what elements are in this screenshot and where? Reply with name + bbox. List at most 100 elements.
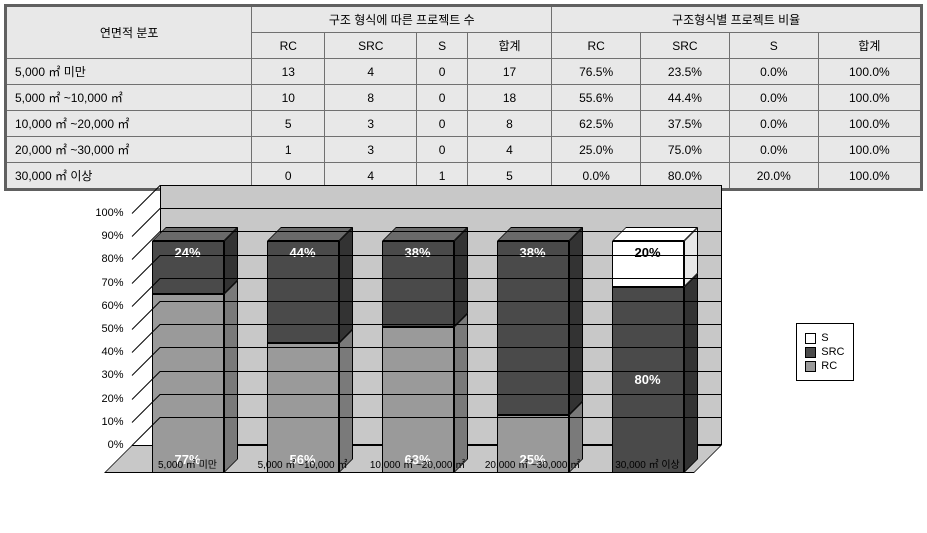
sub-header: SRC bbox=[325, 33, 417, 59]
table-cell: 20,000 ㎡ ~30,000 ㎡ bbox=[6, 137, 252, 163]
sub-header: RC bbox=[252, 33, 325, 59]
legend-item: SRC bbox=[805, 346, 844, 358]
y-axis-label: 80% bbox=[84, 253, 124, 265]
table-cell: 62.5% bbox=[552, 111, 641, 137]
table-row: 20,000 ㎡ ~30,000 ㎡130425.0%75.0%0.0%100.… bbox=[6, 137, 922, 163]
gridline bbox=[160, 255, 722, 256]
table-cell: 8 bbox=[467, 111, 551, 137]
bar-segment: 63% bbox=[382, 327, 454, 473]
table-row: 5,000 ㎡ ~10,000 ㎡10801855.6%44.4%0.0%100… bbox=[6, 85, 922, 111]
legend-swatch bbox=[805, 361, 816, 372]
table-cell: 100.0% bbox=[818, 111, 921, 137]
bar-value-label: 24% bbox=[152, 245, 224, 260]
table-cell: 17 bbox=[467, 59, 551, 85]
table-cell: 100.0% bbox=[818, 137, 921, 163]
table-cell: 0.0% bbox=[729, 137, 818, 163]
table-cell: 23.5% bbox=[641, 59, 730, 85]
header-ratio: 구조형식별 프로젝트 비율 bbox=[552, 6, 922, 33]
bar-segment: 24% bbox=[152, 241, 224, 294]
gridline bbox=[160, 347, 722, 348]
table-cell: 75.0% bbox=[641, 137, 730, 163]
table-cell: 4 bbox=[325, 59, 417, 85]
bar-segment: 80% bbox=[612, 287, 684, 473]
gridline bbox=[160, 394, 722, 395]
gridline bbox=[160, 231, 722, 232]
y-axis-label: 90% bbox=[84, 230, 124, 242]
table-cell: 25.0% bbox=[552, 137, 641, 163]
gridline bbox=[160, 417, 722, 418]
y-axis-label: 30% bbox=[84, 369, 124, 381]
chart-bar: 80% 20% bbox=[612, 241, 684, 473]
table-cell: 76.5% bbox=[552, 59, 641, 85]
table-cell: 0 bbox=[417, 85, 467, 111]
bar-value-label: 80% bbox=[612, 372, 684, 387]
table-cell: 0 bbox=[417, 111, 467, 137]
table-cell: 100.0% bbox=[818, 59, 921, 85]
table-cell: 100.0% bbox=[818, 85, 921, 111]
sub-header: S bbox=[729, 33, 818, 59]
gridline bbox=[160, 208, 722, 209]
table-cell: 13 bbox=[252, 59, 325, 85]
chart-bar: 25%38% bbox=[497, 241, 569, 473]
sub-header: 합계 bbox=[818, 33, 921, 59]
table-cell: 0.0% bbox=[729, 111, 818, 137]
bar-value-label: 44% bbox=[267, 245, 339, 260]
table-cell: 8 bbox=[325, 85, 417, 111]
bar-segment: 56% bbox=[267, 343, 339, 473]
table-cell: 5,000 ㎡ ~10,000 ㎡ bbox=[6, 85, 252, 111]
gridline bbox=[160, 278, 722, 279]
table-cell: 5,000 ㎡ 미만 bbox=[6, 59, 252, 85]
table-cell: 55.6% bbox=[552, 85, 641, 111]
legend-label: SRC bbox=[821, 346, 844, 358]
table-cell: 1 bbox=[252, 137, 325, 163]
table-cell: 37.5% bbox=[641, 111, 730, 137]
legend-item: RC bbox=[805, 360, 844, 372]
chart-legend: S SRC RC bbox=[796, 323, 853, 381]
legend-swatch bbox=[805, 347, 816, 358]
y-axis-label: 60% bbox=[84, 300, 124, 312]
x-axis-label: 5,000 ㎡ ~10,000 ㎡ bbox=[248, 459, 358, 472]
stacked-bar-chart: 77%24%56%44%63%38%25%38%80%20% SSRCRC 0%… bbox=[74, 203, 854, 533]
table-cell: 0.0% bbox=[729, 85, 818, 111]
x-axis-label: 20,000 ㎡ ~30,000 ㎡ bbox=[478, 459, 588, 472]
y-axis-label: 40% bbox=[84, 346, 124, 358]
bar-value-label: 20% bbox=[612, 245, 684, 260]
sub-header: RC bbox=[552, 33, 641, 59]
bar-segment: 44% bbox=[267, 241, 339, 343]
y-axis-label: 70% bbox=[84, 277, 124, 289]
y-axis-label: 0% bbox=[84, 439, 124, 451]
table-cell: 18 bbox=[467, 85, 551, 111]
x-axis-label: 10,000 ㎡ ~20,000 ㎡ bbox=[363, 459, 473, 472]
bar-value-label: 38% bbox=[497, 245, 569, 260]
bar-segment: 38% bbox=[497, 241, 569, 415]
table-cell: 10 bbox=[252, 85, 325, 111]
chart-bar: 77%24% bbox=[152, 241, 224, 473]
header-count: 구조 형식에 따른 프로젝트 수 bbox=[252, 6, 552, 33]
table-row: 10,000 ㎡ ~20,000 ㎡530862.5%37.5%0.0%100.… bbox=[6, 111, 922, 137]
chart-bar: 56% 44% bbox=[267, 241, 339, 473]
table-cell: 5 bbox=[252, 111, 325, 137]
table-cell: 0 bbox=[417, 59, 467, 85]
table-cell: 44.4% bbox=[641, 85, 730, 111]
chart-bar: 63%38% bbox=[382, 241, 454, 473]
gridline bbox=[160, 371, 722, 372]
table-cell: 100.0% bbox=[818, 163, 921, 190]
table-cell: 0 bbox=[417, 137, 467, 163]
sub-header: 합계 bbox=[467, 33, 551, 59]
x-axis-label: 30,000 ㎡ 이상 bbox=[593, 459, 703, 472]
y-axis-label: 20% bbox=[84, 393, 124, 405]
legend-item: S bbox=[805, 332, 844, 344]
y-axis-label: 50% bbox=[84, 323, 124, 335]
header-area: 연면적 분포 bbox=[6, 6, 252, 59]
sub-header: SRC bbox=[641, 33, 730, 59]
legend-swatch bbox=[805, 333, 816, 344]
table-cell: 3 bbox=[325, 137, 417, 163]
sub-header: S bbox=[417, 33, 467, 59]
table-row: 5,000 ㎡ 미만13401776.5%23.5%0.0%100.0% bbox=[6, 59, 922, 85]
legend-label: RC bbox=[821, 360, 837, 372]
y-axis-label: 10% bbox=[84, 416, 124, 428]
gridline bbox=[160, 301, 722, 302]
table-cell: 3 bbox=[325, 111, 417, 137]
legend-label: S bbox=[821, 332, 828, 344]
y-axis-label: 100% bbox=[84, 207, 124, 219]
